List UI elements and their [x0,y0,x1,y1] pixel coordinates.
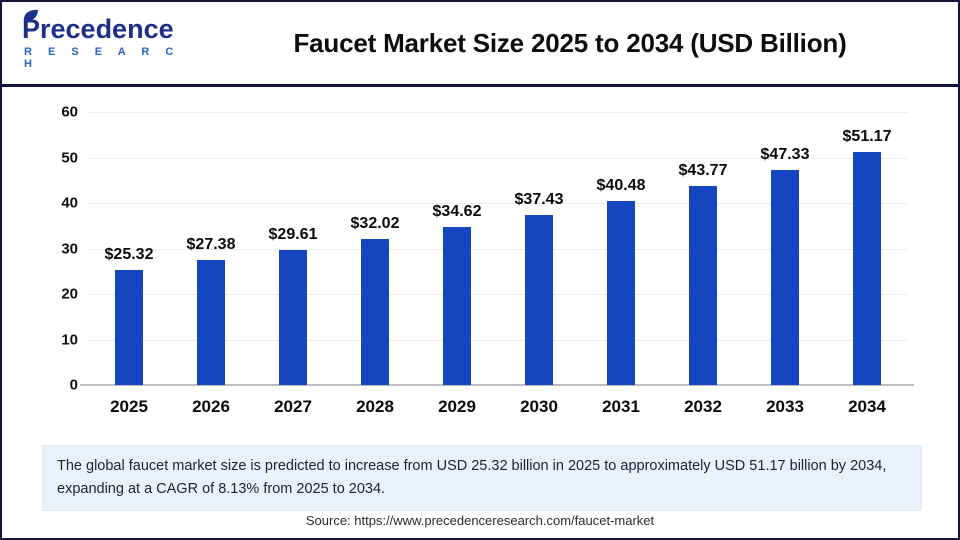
x-axis-label-2028: 2028 [356,397,394,416]
x-axis-label-2026: 2026 [192,397,230,416]
header: Precedence R E S E A R C H Faucet Market… [2,2,958,84]
bar-value-label: $37.43 [514,190,564,208]
logo-subtitle: R E S E A R C H [24,46,180,70]
bar-2031 [607,200,635,385]
summary-note-box: The global faucet market size is predict… [42,445,922,512]
bar-2026 [197,260,225,385]
bar-group-2027: $29.61 2027 [252,112,334,415]
bar-group-2025: $25.32 2025 [88,112,170,415]
bar-value-label: $47.33 [760,145,810,163]
source-text: Source: https://www.precedenceresearch.c… [305,513,655,528]
bar-value-label: $32.02 [350,215,400,233]
bar-group-2029: $34.62 2029 [416,112,498,415]
x-axis-label-2029: 2029 [438,397,476,416]
bar-value-label: $27.38 [186,236,236,254]
y-tick-label-0: 0 [69,376,78,394]
bar-value-label: $43.77 [678,161,728,179]
bar-value-label: $25.32 [104,245,154,263]
bar-2030 [525,214,553,385]
x-axis-line [80,384,914,386]
precedence-research-logo: Precedence R E S E A R C H [22,9,182,70]
gridline-50 [88,157,908,159]
bar-value-label: $29.61 [268,226,318,244]
bar-2028 [361,239,389,385]
x-axis-label-2034: 2034 [848,397,886,416]
x-axis-label-2030: 2030 [520,397,558,416]
logo-wordmark: Precedence [22,14,174,44]
gridline-30 [88,248,908,250]
bar-2029 [443,227,471,385]
y-tick-label-30: 30 [61,240,78,257]
gridline-40 [88,203,908,204]
leaf-icon [23,9,39,28]
bar-2034 [853,152,881,385]
bar-value-label: $34.62 [432,203,482,221]
x-axis-label-2031: 2031 [602,397,640,416]
bar-value-label: $40.48 [596,176,646,194]
y-tick-label-20: 20 [61,285,78,303]
bar-group-2032: $43.77 2032 [662,112,744,415]
header-divider [2,84,958,87]
bar-2025 [115,269,143,385]
bar-group-2030: $37.43 2030 [498,112,580,415]
gridline-60 [88,112,908,113]
y-axis-labels: 0 10 20 30 40 50 60 [30,105,78,393]
page-title: Faucet Market Size 2025 to 2034 (USD Bil… [293,27,847,58]
x-axis-label-2027: 2027 [274,397,312,416]
gridline-20 [88,294,908,295]
bar-group-2033: $47.33 2033 [744,112,826,415]
bar-group-2026: $27.38 2026 [170,112,252,415]
bar-series: $25.32 2025 $27.38 2026 $29.61 2027 $32.02 2028… [88,112,908,415]
y-tick-label-50: 50 [61,149,78,166]
bar-group-2028: $32.02 2028 [334,112,416,415]
bar-group-2031: $40.48 2031 [580,112,662,415]
bar-value-label: $51.17 [842,128,892,146]
summary-note-text: The global faucet market size is predict… [57,458,887,498]
bar-2027 [279,250,307,385]
gridline-10 [88,339,908,341]
x-axis-label-2032: 2032 [684,397,722,416]
bar-2033 [771,169,799,385]
bar-group-2034: $51.17 2034 [826,112,908,415]
y-tick-label-10: 10 [61,331,78,348]
y-tick-label-40: 40 [61,194,78,212]
x-axis-label-2025: 2025 [110,397,148,416]
plot-area: $25.32 2025 $27.38 2026 $29.61 2027 $32.02 2028… [80,112,914,415]
y-tick-label-60: 60 [61,103,78,121]
bar-2032 [689,185,717,385]
x-axis-label-2033: 2033 [766,397,804,416]
